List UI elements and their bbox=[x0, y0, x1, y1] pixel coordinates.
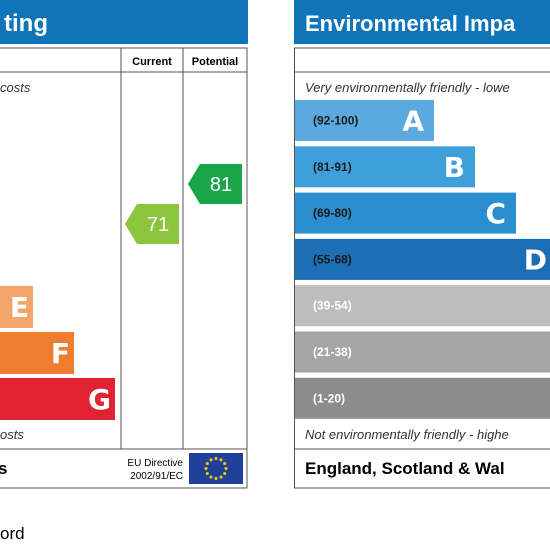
environmental-band-5 bbox=[295, 285, 550, 327]
environmental-band-3 bbox=[295, 192, 516, 234]
eu-star bbox=[224, 467, 228, 470]
energy-band-e bbox=[0, 286, 33, 328]
eu-star bbox=[205, 462, 209, 465]
environmental-band-range: (39-54) bbox=[313, 299, 352, 313]
eu-star bbox=[223, 472, 227, 475]
energy-top-note: costs bbox=[0, 80, 31, 95]
environmental-band-range: (55-68) bbox=[313, 252, 352, 266]
energy-band-letter: E bbox=[10, 291, 29, 324]
environmental-band-4 bbox=[295, 238, 550, 280]
environmental-bands: (92-100) A (81-91) B (69-80) C (55-68) D (39-54)… bbox=[295, 100, 550, 419]
eu-flag-icon bbox=[189, 453, 243, 484]
environmental-panel-title: Environmental Impa bbox=[305, 11, 516, 36]
environmental-panel: Environmental Impa Very environmentally … bbox=[294, 0, 550, 489]
environmental-band-range: (92-100) bbox=[313, 114, 358, 128]
eu-star bbox=[223, 462, 227, 465]
energy-band-f bbox=[0, 332, 74, 374]
eu-star bbox=[209, 458, 213, 462]
environmental-band-range: (1-20) bbox=[313, 391, 345, 405]
energy-footer-label: s bbox=[0, 459, 7, 478]
environmental-band-letter: B bbox=[444, 151, 465, 184]
environmental-panel-header bbox=[294, 0, 550, 44]
potential-column-header: Potential bbox=[192, 56, 238, 68]
eu-star bbox=[205, 472, 209, 475]
current-rating-arrow bbox=[125, 204, 179, 244]
eu-star bbox=[209, 475, 213, 479]
energy-panel-frame bbox=[0, 47, 248, 489]
energy-pointers: 71 81 bbox=[125, 164, 242, 244]
environmental-band-6 bbox=[295, 331, 550, 373]
environmental-band-2 bbox=[295, 146, 475, 188]
environmental-band-letter: C bbox=[485, 197, 506, 230]
environmental-band-range: (21-38) bbox=[313, 345, 352, 359]
current-rating-value: 71 bbox=[147, 214, 169, 236]
energy-band-letter: F bbox=[51, 337, 70, 370]
eu-directive-line2: 2002/91/EC bbox=[130, 471, 183, 482]
energy-panel: ting Current Potential costs osts EFG 71… bbox=[0, 0, 248, 489]
current-column-header: Current bbox=[132, 56, 172, 68]
energy-band-letter: G bbox=[88, 383, 111, 416]
energy-panel-header bbox=[0, 0, 248, 44]
environmental-band-range: (81-91) bbox=[313, 160, 352, 174]
environmental-panel-frame bbox=[294, 47, 550, 489]
potential-rating-value: 81 bbox=[210, 174, 232, 196]
energy-panel-title: ting bbox=[4, 10, 48, 37]
environmental-band-7 bbox=[295, 377, 550, 419]
environmental-top-note: Very environmentally friendly - lowe bbox=[305, 80, 510, 95]
energy-bands: EFG bbox=[0, 286, 115, 420]
environmental-footer-label: England, Scotland & Wal bbox=[305, 459, 505, 478]
caption-text: ord bbox=[0, 524, 25, 543]
eu-star bbox=[214, 457, 218, 460]
eu-star bbox=[219, 458, 223, 462]
eu-directive-line1: EU Directive bbox=[127, 458, 183, 469]
environmental-bottom-note: Not environmentally friendly - highe bbox=[305, 427, 509, 442]
environmental-band-1 bbox=[295, 100, 434, 141]
energy-bottom-note: osts bbox=[0, 427, 24, 442]
eu-star bbox=[214, 477, 218, 480]
potential-rating-arrow bbox=[188, 164, 242, 204]
eu-star bbox=[219, 475, 223, 479]
eu-star bbox=[204, 467, 208, 470]
environmental-band-letter: D bbox=[524, 243, 547, 276]
energy-band-g bbox=[0, 378, 115, 420]
environmental-band-range: (69-80) bbox=[313, 206, 352, 220]
environmental-band-letter: A bbox=[402, 105, 424, 138]
